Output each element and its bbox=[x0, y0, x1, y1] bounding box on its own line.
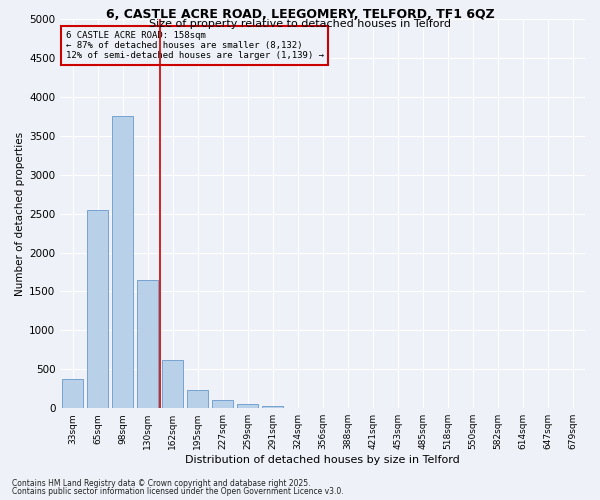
Bar bbox=[87, 210, 109, 408]
Bar bbox=[237, 404, 258, 408]
Bar bbox=[137, 280, 158, 408]
Text: 6, CASTLE ACRE ROAD, LEEGOMERY, TELFORD, TF1 6QZ: 6, CASTLE ACRE ROAD, LEEGOMERY, TELFORD,… bbox=[106, 8, 494, 20]
X-axis label: Distribution of detached houses by size in Telford: Distribution of detached houses by size … bbox=[185, 455, 460, 465]
Text: Size of property relative to detached houses in Telford: Size of property relative to detached ho… bbox=[149, 19, 451, 29]
Bar bbox=[187, 390, 208, 408]
Text: Contains HM Land Registry data © Crown copyright and database right 2025.: Contains HM Land Registry data © Crown c… bbox=[12, 478, 311, 488]
Bar bbox=[212, 400, 233, 408]
Text: Contains public sector information licensed under the Open Government Licence v3: Contains public sector information licen… bbox=[12, 487, 344, 496]
Y-axis label: Number of detached properties: Number of detached properties bbox=[15, 132, 25, 296]
Bar bbox=[112, 116, 133, 408]
Bar bbox=[262, 406, 283, 408]
Bar bbox=[62, 378, 83, 408]
Text: 6 CASTLE ACRE ROAD: 158sqm
← 87% of detached houses are smaller (8,132)
12% of s: 6 CASTLE ACRE ROAD: 158sqm ← 87% of deta… bbox=[65, 30, 323, 60]
Bar bbox=[162, 360, 184, 408]
